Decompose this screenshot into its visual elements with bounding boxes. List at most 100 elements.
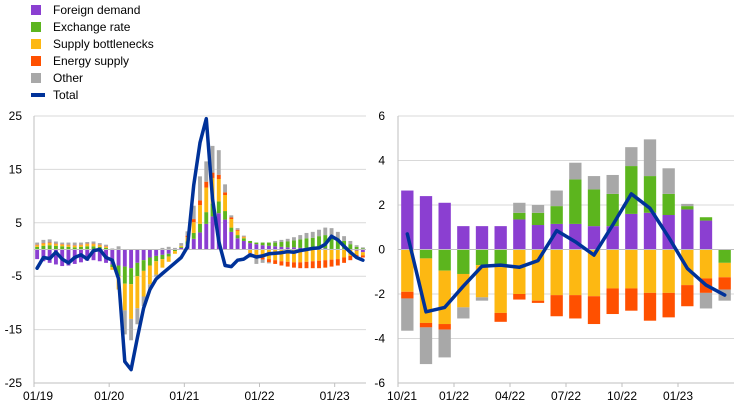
bar-segment xyxy=(79,246,83,250)
bar-segment xyxy=(285,238,290,242)
legend-label: Exchange rate xyxy=(53,19,131,34)
bar-segment xyxy=(179,247,184,250)
bar-segment xyxy=(248,252,253,254)
bar-segment xyxy=(85,246,90,250)
bar-segment xyxy=(154,249,159,256)
bar-segment xyxy=(254,249,259,255)
bar-segment xyxy=(135,249,140,263)
bar-segment xyxy=(569,162,582,180)
bar-segment xyxy=(494,312,507,322)
bar-segment xyxy=(191,222,196,233)
bar-segment xyxy=(323,249,328,261)
bar-segment xyxy=(191,205,196,220)
y-tick-label: -4 xyxy=(374,332,385,346)
bar-segment xyxy=(210,145,215,173)
bar-segment xyxy=(494,265,507,313)
bar-segment xyxy=(643,249,657,293)
bar-segment xyxy=(179,243,184,246)
y-tick-label: 6 xyxy=(378,109,385,123)
bar-segment xyxy=(104,246,108,248)
bar-segment xyxy=(85,242,90,244)
bar-segment xyxy=(360,255,365,258)
x-tick-label: 01/23 xyxy=(320,389,350,403)
bar-segment xyxy=(279,249,284,262)
bar-segment xyxy=(41,249,46,262)
bar-segment xyxy=(235,238,240,250)
bar-segment xyxy=(141,270,146,297)
bar-segment xyxy=(260,242,265,246)
bar-segment xyxy=(104,246,108,247)
bar-segment xyxy=(154,274,159,277)
bar-segment xyxy=(35,249,40,260)
bar-segment xyxy=(329,228,334,237)
bar-segment xyxy=(204,181,209,188)
bar-segment xyxy=(110,248,115,250)
bar-segment xyxy=(531,205,545,213)
x-tick-label: 04/22 xyxy=(495,389,525,403)
y-tick-label: 25 xyxy=(9,109,23,123)
bar-segment xyxy=(643,292,657,321)
bar-segment xyxy=(223,195,227,212)
bar-segment xyxy=(166,253,171,257)
bar-segment xyxy=(60,244,65,245)
bar-segment xyxy=(129,284,134,319)
bar-segment xyxy=(72,242,77,246)
bar-segment xyxy=(438,270,451,325)
bar-segment xyxy=(122,283,127,311)
bar-segment xyxy=(235,228,240,230)
bar-segment xyxy=(91,241,96,244)
bar-segment xyxy=(360,252,365,256)
bar-segment xyxy=(625,288,638,311)
bar-segment xyxy=(223,184,227,193)
bar-segment xyxy=(173,251,177,254)
panel-right-chart: -6 -4 -2 0 2 4 6 10/21 01/22 04/22 07/22 10/22 01/23 xyxy=(374,109,734,403)
bar-segment xyxy=(198,223,202,233)
bar-segment xyxy=(204,223,209,250)
y-tick-label: 0 xyxy=(378,243,385,257)
bar-segment xyxy=(229,217,234,220)
bar-segment xyxy=(348,255,353,261)
bar-segment xyxy=(147,249,152,258)
bar-segment xyxy=(279,239,284,243)
bar-segment xyxy=(235,230,240,236)
y-tick-label: -6 xyxy=(374,376,385,390)
bar-segment xyxy=(47,242,52,244)
bar-segment xyxy=(457,307,470,319)
bar-segment xyxy=(254,242,259,245)
bar-segment xyxy=(342,257,347,263)
bar-segment xyxy=(166,249,171,254)
bar-segment xyxy=(135,308,140,325)
bar-segment xyxy=(550,249,563,296)
bar-segment xyxy=(298,239,303,248)
bar-segment xyxy=(298,235,303,240)
bar-segment xyxy=(85,249,90,261)
bar-segment xyxy=(85,244,90,247)
bar-segment xyxy=(60,244,65,247)
bar-segment xyxy=(494,226,507,250)
bar-segment xyxy=(41,245,46,250)
legend-item: Exchange rate xyxy=(31,18,154,35)
bar-segment xyxy=(285,247,290,250)
legend-label: Energy supply xyxy=(53,53,130,68)
bar-segment xyxy=(204,187,209,213)
bar-segment xyxy=(53,244,58,246)
bar-segment xyxy=(681,206,694,210)
bar-segment xyxy=(141,296,146,307)
bar-segment xyxy=(457,226,470,250)
bar-segment xyxy=(292,247,296,250)
bar-segment xyxy=(35,244,40,246)
x-tick-label: 10/21 xyxy=(387,389,417,403)
legend-item: Energy supply xyxy=(31,52,154,69)
x-tick-label: 01/23 xyxy=(663,389,693,403)
bar-segment xyxy=(179,246,184,248)
bar-segment xyxy=(718,249,731,263)
bar-segment xyxy=(625,166,638,214)
bar-segment xyxy=(91,246,96,250)
bar-segment xyxy=(606,288,619,315)
bar-segment xyxy=(116,249,121,266)
bar-segment xyxy=(438,202,451,250)
bar-segment xyxy=(662,292,675,318)
bar-segment xyxy=(273,242,278,247)
bar-segment xyxy=(342,236,347,241)
bar-segment xyxy=(587,226,601,250)
